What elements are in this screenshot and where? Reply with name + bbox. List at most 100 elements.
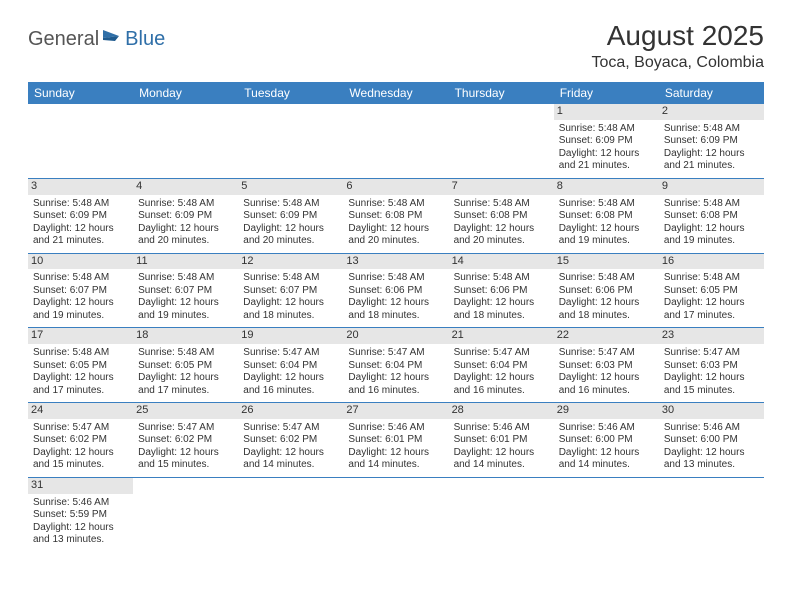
day-number: 31 [28,478,133,494]
cell-sunset: Sunset: 6:01 PM [454,434,549,447]
cell-daylight1: Daylight: 12 hours [33,297,128,310]
calendar-cell [133,104,238,178]
cell-daylight2: and 16 minutes. [243,385,338,398]
day-number: 22 [554,328,659,344]
cell-daylight1: Daylight: 12 hours [33,447,128,460]
calendar-cell: 20Sunrise: 5:47 AMSunset: 6:04 PMDayligh… [343,328,448,402]
cell-daylight1: Daylight: 12 hours [138,223,233,236]
day-number: 25 [133,403,238,419]
day-number: 28 [449,403,554,419]
logo-text-blue: Blue [125,28,165,51]
cell-daylight1: Daylight: 12 hours [454,447,549,460]
cell-daylight1: Daylight: 12 hours [243,447,338,460]
cell-sunrise: Sunrise: 5:48 AM [664,198,759,211]
cell-sunset: Sunset: 6:02 PM [243,434,338,447]
cell-sunset: Sunset: 6:02 PM [33,434,128,447]
cell-daylight2: and 15 minutes. [33,459,128,472]
cell-sunset: Sunset: 6:08 PM [348,210,443,223]
calendar-cell [449,104,554,178]
cell-daylight2: and 16 minutes. [559,385,654,398]
cell-sunset: Sunset: 6:03 PM [559,360,654,373]
day-number: 1 [554,104,659,120]
calendar-cell: 21Sunrise: 5:47 AMSunset: 6:04 PMDayligh… [449,328,554,402]
cell-daylight1: Daylight: 12 hours [454,223,549,236]
calendar-cell: 8Sunrise: 5:48 AMSunset: 6:08 PMDaylight… [554,179,659,253]
cell-daylight1: Daylight: 12 hours [243,223,338,236]
cell-sunrise: Sunrise: 5:48 AM [559,198,654,211]
calendar-cell [238,104,343,178]
header: General Blue August 2025 Toca, Boyaca, C… [0,0,792,82]
calendar-cell [133,478,238,552]
cell-sunrise: Sunrise: 5:48 AM [33,272,128,285]
cell-sunset: Sunset: 6:04 PM [454,360,549,373]
logo: General Blue [28,28,165,51]
cell-sunset: Sunset: 5:59 PM [33,509,128,522]
day-number: 26 [238,403,343,419]
cell-sunset: Sunset: 6:06 PM [559,285,654,298]
cell-sunrise: Sunrise: 5:48 AM [138,347,233,360]
calendar-cell [28,104,133,178]
cell-sunset: Sunset: 6:06 PM [454,285,549,298]
cell-sunrise: Sunrise: 5:48 AM [559,272,654,285]
day-header-monday: Monday [133,82,238,104]
cell-daylight1: Daylight: 12 hours [664,223,759,236]
calendar-cell [554,478,659,552]
calendar-cell: 26Sunrise: 5:47 AMSunset: 6:02 PMDayligh… [238,403,343,477]
logo-text-general: General [28,28,99,51]
cell-sunrise: Sunrise: 5:48 AM [348,272,443,285]
cell-sunrise: Sunrise: 5:47 AM [138,422,233,435]
calendar-cell: 31Sunrise: 5:46 AMSunset: 5:59 PMDayligh… [28,478,133,552]
day-number: 8 [554,179,659,195]
day-header-thursday: Thursday [449,82,554,104]
cell-sunset: Sunset: 6:09 PM [559,135,654,148]
cell-sunset: Sunset: 6:08 PM [664,210,759,223]
cell-sunset: Sunset: 6:05 PM [664,285,759,298]
cell-sunset: Sunset: 6:07 PM [138,285,233,298]
cell-daylight1: Daylight: 12 hours [559,447,654,460]
cell-daylight2: and 21 minutes. [559,160,654,173]
cell-sunrise: Sunrise: 5:48 AM [138,272,233,285]
cell-sunrise: Sunrise: 5:46 AM [559,422,654,435]
cell-daylight1: Daylight: 12 hours [559,372,654,385]
week-row: 1Sunrise: 5:48 AMSunset: 6:09 PMDaylight… [28,104,764,179]
cell-daylight2: and 14 minutes. [454,459,549,472]
day-number: 2 [659,104,764,120]
cell-sunset: Sunset: 6:09 PM [138,210,233,223]
cell-sunrise: Sunrise: 5:47 AM [454,347,549,360]
day-number: 18 [133,328,238,344]
cell-sunset: Sunset: 6:03 PM [664,360,759,373]
cell-daylight1: Daylight: 12 hours [33,522,128,535]
location: Toca, Boyaca, Colombia [591,54,764,72]
calendar-cell: 15Sunrise: 5:48 AMSunset: 6:06 PMDayligh… [554,254,659,328]
cell-sunrise: Sunrise: 5:48 AM [33,198,128,211]
calendar-cell: 29Sunrise: 5:46 AMSunset: 6:00 PMDayligh… [554,403,659,477]
day-headers: Sunday Monday Tuesday Wednesday Thursday… [28,82,764,104]
cell-daylight1: Daylight: 12 hours [559,148,654,161]
calendar-cell [343,478,448,552]
day-number: 7 [449,179,554,195]
cell-daylight2: and 19 minutes. [33,310,128,323]
cell-sunset: Sunset: 6:05 PM [33,360,128,373]
cell-daylight1: Daylight: 12 hours [348,372,443,385]
week-row: 3Sunrise: 5:48 AMSunset: 6:09 PMDaylight… [28,179,764,254]
cell-daylight2: and 18 minutes. [243,310,338,323]
day-number: 15 [554,254,659,270]
day-number: 23 [659,328,764,344]
logo-flag-icon [101,28,123,51]
cell-sunset: Sunset: 6:08 PM [559,210,654,223]
title-block: August 2025 Toca, Boyaca, Colombia [591,20,764,72]
cell-sunrise: Sunrise: 5:48 AM [454,198,549,211]
cell-daylight2: and 20 minutes. [243,235,338,248]
cell-daylight2: and 17 minutes. [664,310,759,323]
day-number: 19 [238,328,343,344]
cell-daylight2: and 20 minutes. [454,235,549,248]
calendar-cell: 7Sunrise: 5:48 AMSunset: 6:08 PMDaylight… [449,179,554,253]
cell-daylight1: Daylight: 12 hours [33,372,128,385]
cell-daylight2: and 18 minutes. [348,310,443,323]
cell-daylight2: and 15 minutes. [138,459,233,472]
day-number: 24 [28,403,133,419]
cell-daylight2: and 19 minutes. [559,235,654,248]
day-number: 10 [28,254,133,270]
cell-sunrise: Sunrise: 5:48 AM [138,198,233,211]
cell-sunrise: Sunrise: 5:47 AM [559,347,654,360]
